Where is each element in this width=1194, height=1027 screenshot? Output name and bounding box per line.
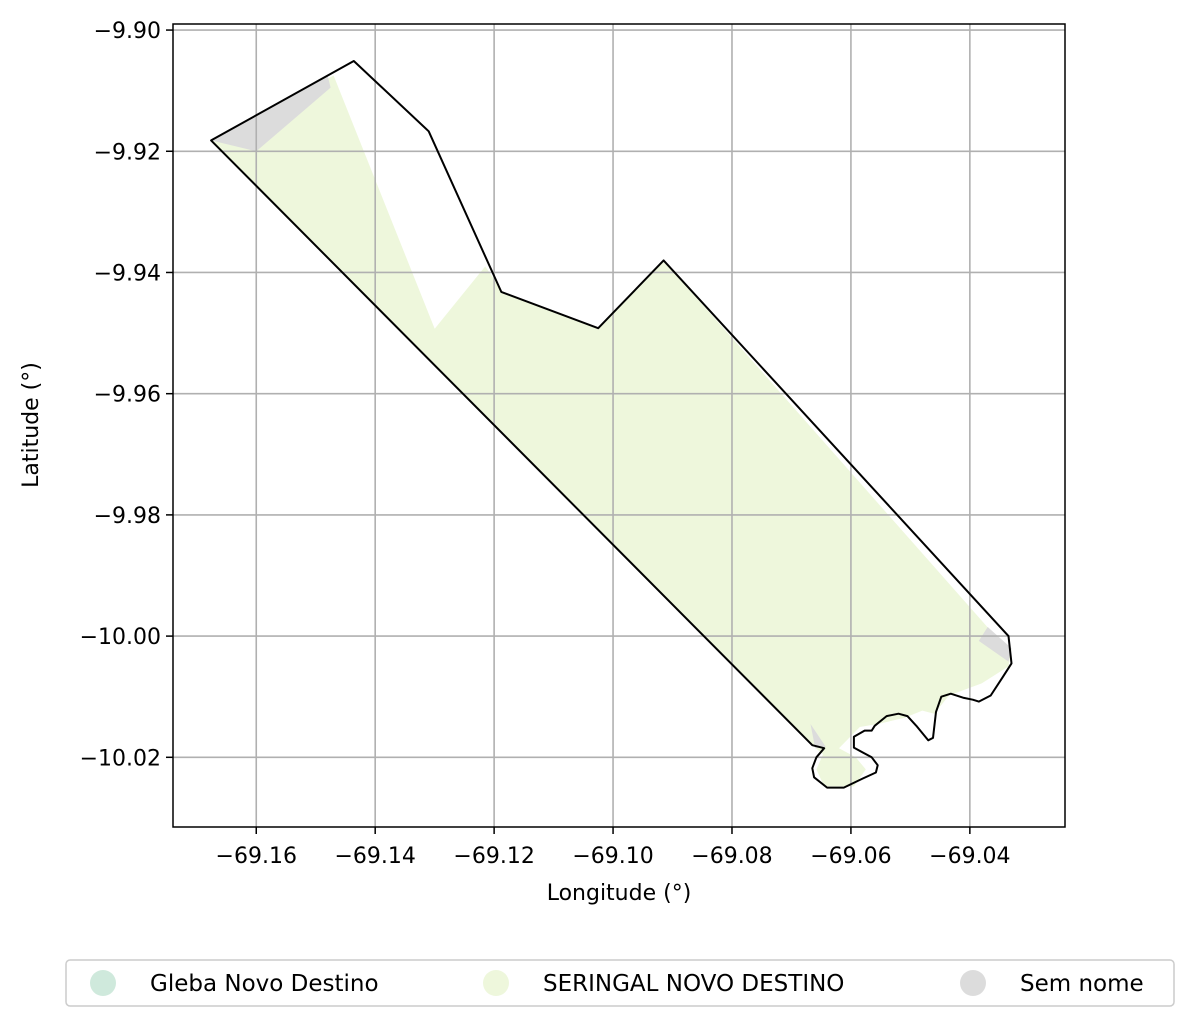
- y-tick-label: −9.96: [94, 383, 161, 408]
- legend-marker-gleba-novo-destino: [90, 970, 116, 996]
- y-tick-label: −10.00: [80, 625, 161, 650]
- legend-items: Gleba Novo Destino SERINGAL NOVO DESTINO S…: [90, 970, 1144, 997]
- x-axis-label: Longitude (°): [547, 881, 692, 906]
- region-sem-nome-2: [810, 724, 826, 749]
- y-axis-ticks: −9.90 −9.92 −9.94 −9.96 −9.98 −10.00 −10.02: [80, 19, 173, 771]
- boundary-layer: [210, 60, 1013, 789]
- x-axis-ticks: −69.16 −69.14 −69.12 −69.10 −69.08 −69.06 −69.…: [216, 827, 1011, 869]
- legend-label-sem-nome: Sem nome: [1020, 971, 1144, 997]
- region-sem-nome-0: [211, 75, 331, 152]
- y-tick-label: −9.92: [94, 140, 161, 165]
- boundary-outline: [210, 60, 1013, 789]
- legend-label-seringal-novo-destino: SERINGAL NOVO DESTINO: [543, 971, 844, 997]
- x-tick-label: −69.04: [929, 844, 1010, 869]
- x-tick-label: −69.10: [572, 844, 653, 869]
- legend-frame: [65, 959, 1175, 1007]
- y-tick-label: −9.90: [94, 19, 161, 44]
- region-seringal-novo-destino-0: [211, 75, 1012, 787]
- legend-marker-sem-nome: [960, 970, 986, 996]
- x-tick-label: −69.06: [810, 844, 891, 869]
- x-tick-label: −69.08: [691, 844, 772, 869]
- x-tick-label: −69.12: [453, 844, 534, 869]
- x-tick-label: −69.16: [216, 844, 297, 869]
- legend-marker-seringal-novo-destino: [483, 970, 509, 996]
- plot-area: [172, 23, 1066, 828]
- grid-layer: [173, 24, 1065, 827]
- legend: Gleba Novo Destino SERINGAL NOVO DESTINO S…: [65, 959, 1175, 1007]
- x-tick-label: −69.14: [334, 844, 415, 869]
- y-tick-label: −10.02: [80, 746, 161, 771]
- y-tick-label: −9.98: [94, 504, 161, 529]
- y-axis-label: Latitude (°): [19, 362, 44, 488]
- legend-label-gleba-novo-destino: Gleba Novo Destino: [150, 971, 379, 997]
- plot-frame: [172, 23, 1066, 828]
- y-tick-label: −9.94: [94, 261, 161, 286]
